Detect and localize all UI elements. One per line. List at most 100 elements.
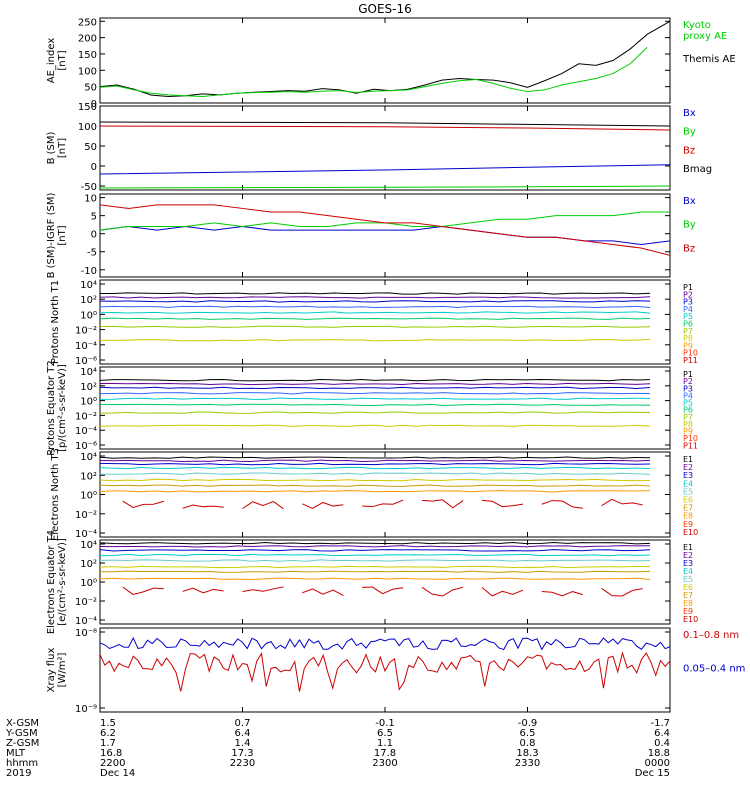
legend-entry: Bmag [683, 164, 712, 175]
y-axis-unit-label: [e/(cm²-s-sr-keV)] [57, 538, 68, 626]
y-tick-label: 10⁻² [75, 597, 97, 608]
flux-line [99, 300, 651, 303]
y-tick-label: 10⁴ [80, 280, 97, 291]
legend-entry: E4 [683, 567, 693, 576]
footer-value: 1.1 [377, 738, 393, 749]
legend-entry: P3 [683, 384, 693, 393]
y-tick-label: 50 [84, 142, 97, 153]
series-line [99, 185, 671, 189]
y-axis-label: Electrons Equator T4 [46, 530, 57, 634]
panel-frame [99, 105, 671, 191]
y-axis-label: B (SM) [46, 131, 57, 164]
flux-line [99, 317, 651, 320]
flux-line-sparse [242, 586, 284, 593]
flux-line-sparse [422, 499, 464, 509]
footer-value: 0.8 [520, 738, 536, 749]
y-tick-label: 10⁻⁴ [75, 529, 97, 540]
legend-entry: E2 [683, 551, 693, 560]
footer-row-label: Z-GSM [6, 738, 39, 749]
legend-entry: E8 [683, 512, 693, 521]
y-axis-unit-label: [nT] [57, 225, 68, 245]
footer-value: 0.4 [654, 738, 670, 749]
legend-entry: P1 [683, 370, 693, 379]
y-axis-label: Electrons North T3 [50, 448, 61, 541]
y-tick-label: 10⁻² [75, 510, 97, 521]
y-axis-label: Protons North T1 [50, 280, 61, 364]
y-tick-label: 10⁴ [80, 367, 97, 378]
legend-entry: P7 [683, 413, 693, 422]
flux-line-sparse [601, 498, 643, 507]
flux-line [99, 311, 651, 314]
flux-line-sparse [362, 586, 404, 595]
footer-value: 2300 [372, 758, 397, 769]
flux-line [99, 403, 651, 407]
legend-entry: E10 [683, 615, 698, 624]
panel-frame [99, 193, 671, 278]
y-tick-label: 100 [78, 122, 97, 133]
flux-line [99, 292, 651, 295]
legend-entry: P1 [683, 283, 693, 292]
y-tick-label: -10 [81, 266, 97, 277]
xray-short-line [99, 651, 671, 692]
y-axis-label: B (SM)-IGRF (SM) [46, 193, 57, 279]
footer-row-label: X-GSM [6, 718, 39, 729]
flux-line-sparse [182, 504, 224, 509]
panel-frame [99, 539, 671, 625]
y-tick-label: 10⁰ [80, 397, 97, 408]
flux-line [99, 577, 651, 581]
flux-line [99, 570, 651, 573]
legend-entry: 0.05–0.4 nm [683, 664, 745, 675]
y-tick-label: 10⁻² [75, 326, 97, 337]
y-tick-label: 5 [91, 212, 97, 223]
series-line [99, 121, 671, 127]
y-tick-label: 200 [78, 34, 97, 45]
legend-entry: Kyoto [683, 20, 711, 31]
flux-line [99, 296, 651, 299]
footer-value: 17.3 [231, 748, 253, 759]
legend-entry: P8 [683, 420, 693, 429]
flux-line [99, 459, 651, 462]
series-line [99, 125, 671, 131]
legend-entry: Bx [683, 108, 696, 119]
legend-entry: E4 [683, 479, 693, 488]
flux-line [99, 305, 651, 309]
flux-line [99, 397, 651, 400]
y-tick-label: 0 [91, 162, 97, 173]
y-tick-label: 10⁻⁸ [75, 628, 97, 639]
y-tick-label: 10⁴ [80, 540, 97, 551]
y-tick-label: 100 [78, 66, 97, 77]
legend-entry: By [683, 220, 696, 231]
footer-value: -1.7 [650, 718, 670, 729]
footer-value: 18.3 [516, 748, 538, 759]
footer-value: 0.7 [235, 718, 251, 729]
footer-row-label: 2019 [6, 768, 31, 779]
legend-entry: E7 [683, 591, 693, 600]
flux-line-sparse [601, 587, 643, 597]
panel-frame [99, 451, 671, 538]
flux-line-sparse [541, 590, 583, 597]
legend-entry: E5 [683, 487, 693, 496]
y-axis-unit-label: [W/m²] [57, 652, 68, 687]
y-tick-label: 10⁰ [80, 310, 97, 321]
flux-line [99, 411, 651, 414]
legend-entry: E8 [683, 599, 693, 608]
legend-entry: 0.1–0.8 nm [683, 630, 739, 641]
series-line [99, 20, 671, 97]
flux-line [99, 478, 651, 482]
legend-entry: E3 [683, 471, 693, 480]
flux-line [99, 490, 651, 493]
y-tick-label: 10⁰ [80, 491, 97, 502]
flux-line [99, 553, 651, 557]
flux-line-sparse [481, 586, 524, 597]
flux-line-sparse [242, 500, 284, 510]
legend-entry: E2 [683, 463, 693, 472]
y-axis-label: Xray flux [46, 648, 57, 693]
y-tick-label: 10² [80, 295, 97, 306]
y-axis-unit-label: [p/(cm²-s-sr-keV)] [57, 364, 68, 452]
flux-line [99, 559, 651, 562]
y-tick-label: 10⁻⁶ [75, 356, 97, 367]
y-tick-label: 10² [80, 471, 97, 482]
y-tick-label: -50 [81, 182, 97, 193]
footer-value: 6.4 [235, 728, 251, 739]
legend-entry: P10 [683, 349, 698, 358]
